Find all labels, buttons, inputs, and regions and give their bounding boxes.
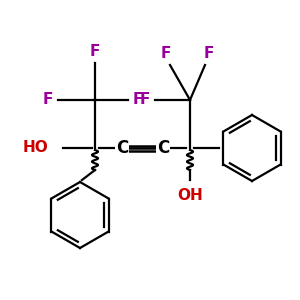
Text: F: F [161, 46, 171, 61]
Text: F: F [90, 44, 100, 59]
Text: F: F [133, 92, 143, 107]
Text: F: F [204, 46, 214, 61]
Text: C: C [157, 139, 169, 157]
Text: OH: OH [177, 188, 203, 203]
Text: C: C [116, 139, 128, 157]
Text: HO: HO [22, 140, 48, 155]
Text: F: F [43, 92, 53, 107]
Text: F: F [140, 92, 150, 107]
